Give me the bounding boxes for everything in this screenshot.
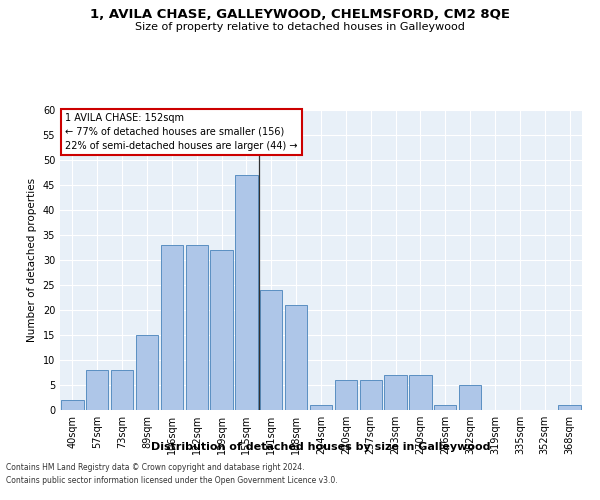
Bar	[285, 305, 307, 410]
Text: Size of property relative to detached houses in Galleywood: Size of property relative to detached ho…	[135, 22, 465, 32]
Bar	[359, 380, 382, 410]
Bar	[385, 375, 407, 410]
Bar	[61, 400, 83, 410]
Bar	[310, 405, 332, 410]
Text: 1 AVILA CHASE: 152sqm
← 77% of detached houses are smaller (156)
22% of semi-det: 1 AVILA CHASE: 152sqm ← 77% of detached …	[65, 113, 298, 151]
Bar	[235, 175, 257, 410]
Bar	[335, 380, 357, 410]
Text: Contains public sector information licensed under the Open Government Licence v3: Contains public sector information licen…	[6, 476, 338, 485]
Text: Contains HM Land Registry data © Crown copyright and database right 2024.: Contains HM Land Registry data © Crown c…	[6, 464, 305, 472]
Bar	[136, 335, 158, 410]
Text: Distribution of detached houses by size in Galleywood: Distribution of detached houses by size …	[151, 442, 491, 452]
Text: 1, AVILA CHASE, GALLEYWOOD, CHELMSFORD, CM2 8QE: 1, AVILA CHASE, GALLEYWOOD, CHELMSFORD, …	[90, 8, 510, 20]
Bar	[161, 245, 183, 410]
Bar	[86, 370, 109, 410]
Bar	[434, 405, 457, 410]
Bar	[459, 385, 481, 410]
Bar	[211, 250, 233, 410]
Bar	[260, 290, 283, 410]
Bar	[185, 245, 208, 410]
Bar	[409, 375, 431, 410]
Y-axis label: Number of detached properties: Number of detached properties	[27, 178, 37, 342]
Bar	[111, 370, 133, 410]
Bar	[559, 405, 581, 410]
